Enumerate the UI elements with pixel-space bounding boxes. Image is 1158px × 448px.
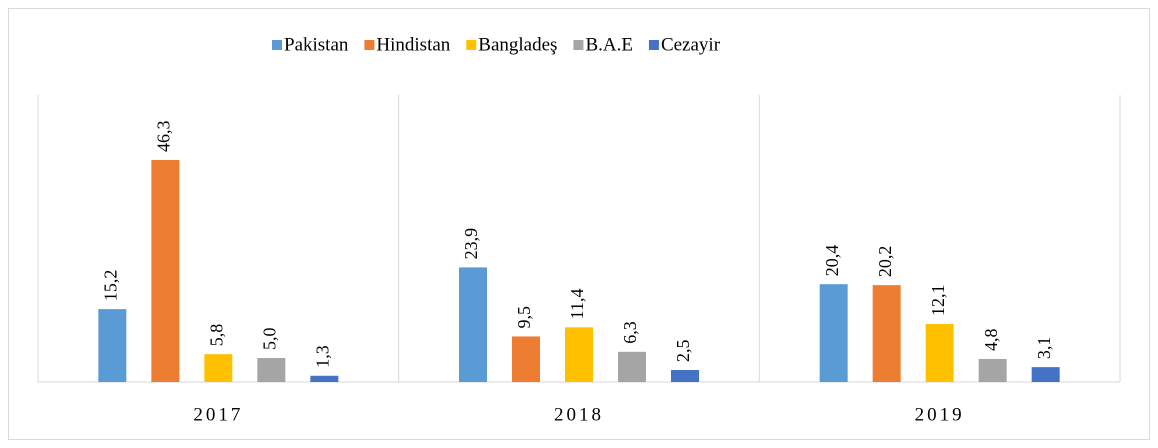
bar [459, 267, 487, 382]
data-label: 12,1 [928, 284, 948, 316]
data-label: 11,4 [567, 288, 587, 319]
data-label: 2,5 [673, 340, 693, 363]
legend-label: Hindistan [376, 34, 450, 55]
legend-label: Pakistan [284, 34, 349, 55]
bar [671, 370, 699, 382]
data-label: 4,8 [981, 328, 1001, 351]
x-tick-label: 2018 [554, 404, 604, 425]
bar [925, 323, 954, 382]
data-label: 5,8 [206, 324, 226, 347]
legend-swatch [573, 40, 584, 50]
legend-swatch [364, 40, 375, 50]
bar [310, 375, 339, 382]
data-label: 9,5 [514, 306, 534, 329]
data-label: 20,4 [822, 245, 842, 277]
bar [1031, 367, 1060, 382]
data-label: 23,9 [461, 228, 481, 260]
data-label: 5,0 [259, 328, 279, 351]
bar [257, 358, 286, 382]
bar [819, 284, 848, 382]
data-label: 15,2 [100, 270, 120, 302]
bar [978, 358, 1007, 382]
legend-swatch [466, 40, 477, 50]
legend-label: B.A.E [585, 34, 633, 55]
data-label: 1,3 [312, 345, 332, 368]
data-label: 6,3 [620, 321, 640, 344]
data-label: 3,1 [1034, 337, 1054, 360]
legend-swatch [648, 40, 659, 50]
bar [618, 351, 646, 382]
bar [98, 309, 127, 382]
bar [565, 327, 593, 382]
x-tick-label: 2017 [193, 404, 243, 425]
legend-swatch [272, 40, 282, 50]
bar [512, 336, 540, 382]
legend-label: Bangladeş [478, 34, 557, 55]
x-tick-label: 2019 [915, 404, 965, 425]
bar [151, 160, 180, 382]
bar [872, 285, 901, 382]
bar [204, 354, 233, 382]
data-label: 20,2 [875, 246, 895, 278]
legend-label: Cezayir [661, 34, 721, 55]
data-label: 46,3 [153, 121, 173, 153]
